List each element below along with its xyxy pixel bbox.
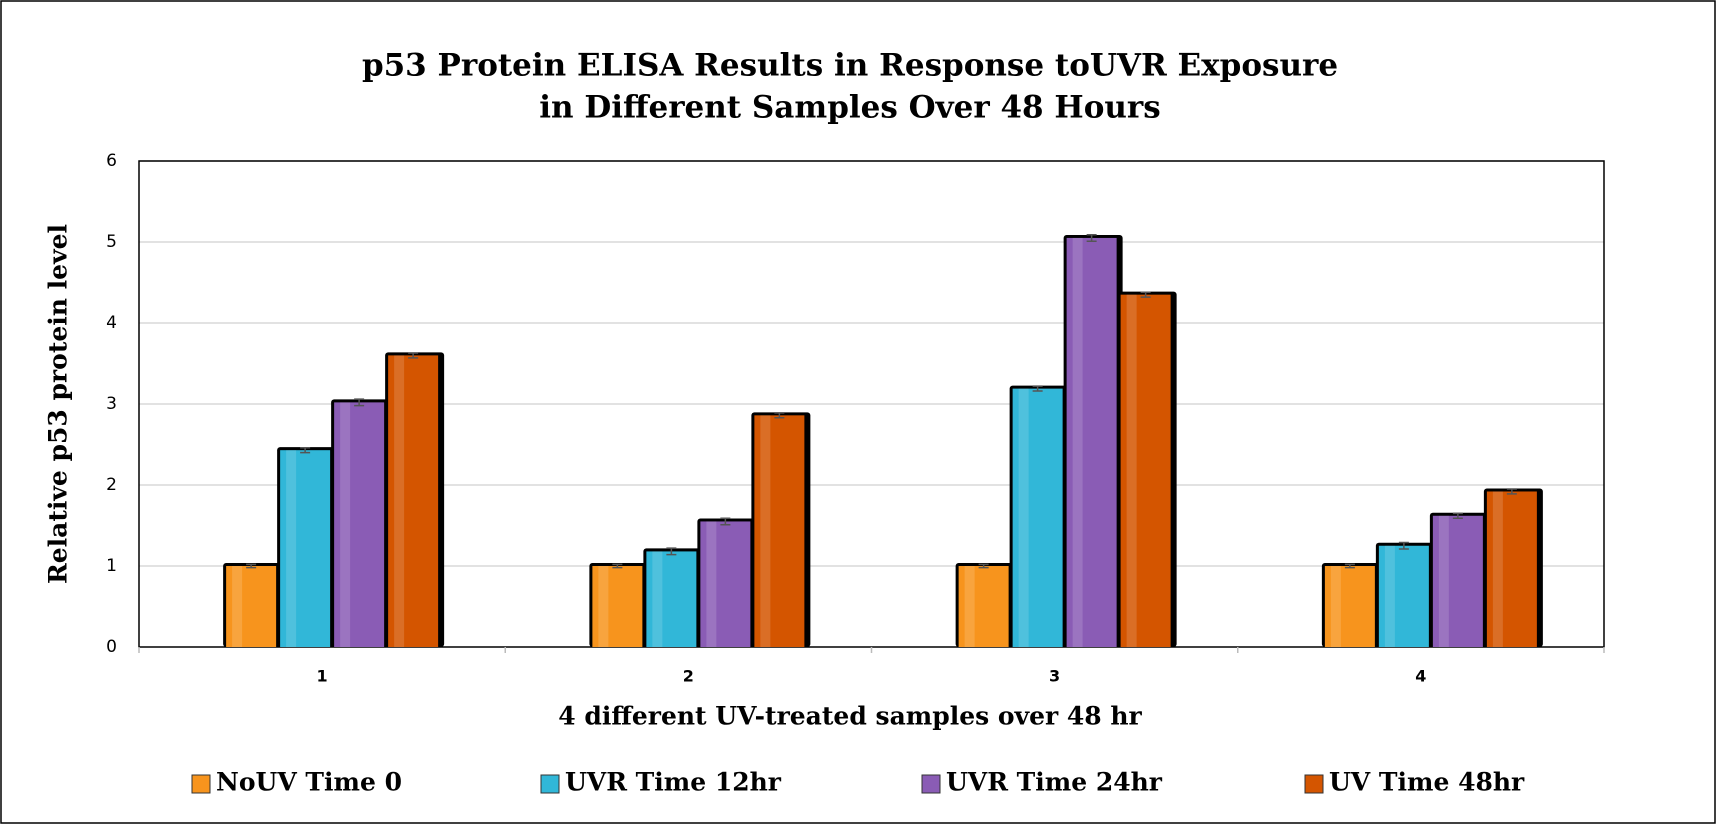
legend-label: NoUV Time 0 [216,768,402,797]
bar [1486,491,1537,647]
legend-swatch [1304,774,1324,794]
bar-highlight [598,566,609,647]
error-bar [774,412,785,419]
y-tick-label: 6 [106,151,117,171]
bar-highlight [286,450,297,647]
error-bar [978,563,989,569]
bar [1432,515,1483,647]
bar-highlight [1018,388,1029,647]
error-bar [1086,233,1097,242]
bar-highlight [1384,545,1395,647]
legend-label: UV Time 48hr [1329,768,1525,797]
y-tick-label: 2 [106,475,117,495]
bar [1066,237,1117,647]
legend-swatch [540,774,560,794]
bar [334,402,385,647]
bar [1120,294,1171,647]
chart-title: in Different Samples Over 48 Hours [539,90,1160,126]
bar [1324,566,1375,647]
bar [646,551,697,647]
x-tick-label: 1 [317,667,328,686]
bar-highlight [1126,294,1137,647]
bar [592,566,643,647]
y-tick-label: 3 [106,394,117,414]
error-bar [666,547,677,556]
bar [1012,388,1063,647]
y-tick-label: 5 [106,232,117,252]
error-bar [612,563,623,569]
error-bar [1398,541,1409,550]
bar-highlight [760,415,771,647]
error-bar [720,517,731,526]
error-bar [1506,488,1517,495]
legend-label: UVR Time 24hr [946,768,1163,797]
x-axis-label: 4 different UV-treated samples over 48 h… [558,702,1142,731]
legend-swatch [191,774,211,794]
bar-highlight [1492,491,1503,647]
bar [388,355,439,647]
bar [700,521,751,647]
bar [1378,545,1429,647]
bar [754,415,805,647]
bar [280,450,331,647]
bar-highlight [1330,566,1341,647]
error-bar [1344,563,1355,569]
error-bar [1032,385,1043,392]
x-tick-label: 3 [1049,667,1060,686]
bar-highlight [1072,237,1083,647]
bar-highlight [232,566,243,647]
bar-highlight [652,551,663,647]
bar-highlight [394,355,405,647]
x-tick-label: 4 [1415,667,1426,686]
bar-highlight [1438,515,1449,647]
error-bar [1452,512,1463,519]
bar-highlight [706,521,717,647]
y-tick-label: 1 [106,556,117,576]
error-bar [354,398,365,407]
y-axis-label: Relative p53 protein level [44,224,73,584]
legend-label: UVR Time 12hr [565,768,782,797]
bar-highlight [340,402,351,647]
y-tick-label: 0 [106,637,117,657]
error-bar [300,446,311,454]
y-tick-label: 4 [106,313,117,333]
bar-highlight [964,566,975,647]
legend-swatch [921,774,941,794]
error-bar [246,563,257,569]
error-bar [408,352,419,359]
chart-title: p53 Protein ELISA Results in Response to… [362,48,1338,84]
error-bar [1140,291,1151,298]
x-tick-label: 2 [683,667,694,686]
bar [958,566,1009,647]
bar [226,566,277,647]
